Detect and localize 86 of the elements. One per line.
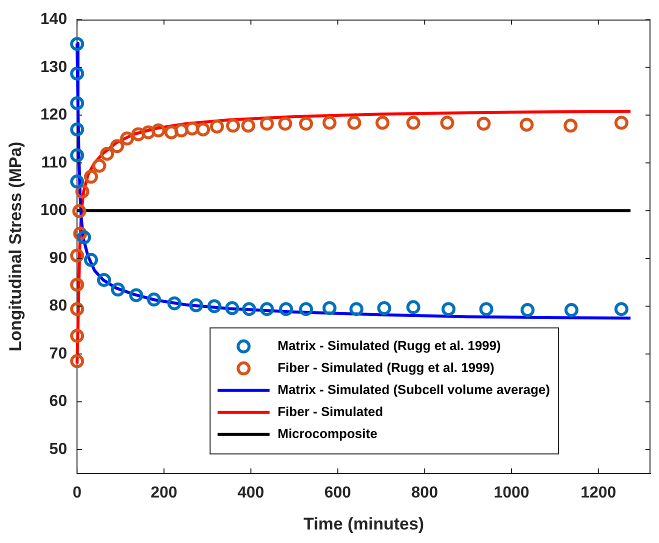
point (476, 116, 491, 131)
point (70, 96, 84, 110)
point (77, 230, 92, 244)
point (84, 170, 98, 184)
point (120, 132, 134, 146)
point (84, 252, 98, 267)
point (70, 278, 84, 292)
point (442, 302, 456, 316)
point (70, 354, 84, 368)
point (614, 302, 628, 316)
y-axis-title: Longitudinal Stress (MPa) (6, 142, 25, 352)
point (146, 292, 161, 307)
point (70, 248, 84, 263)
point (299, 116, 314, 131)
point (322, 116, 336, 130)
y-tick-label: 60 (49, 393, 68, 410)
point (279, 302, 294, 316)
legend-label: Fiber - Simulated (278, 404, 384, 419)
point (70, 36, 84, 51)
point (564, 118, 578, 133)
point (92, 158, 106, 173)
point (299, 302, 314, 316)
point (70, 122, 84, 136)
point (164, 125, 178, 140)
point (196, 122, 210, 136)
legend-label: Matrix - Simulated (Rugg et al. 1999) (278, 338, 501, 353)
point (242, 302, 256, 316)
point (226, 118, 240, 133)
x-tick-label: 600 (324, 484, 352, 502)
point (406, 300, 420, 314)
point (225, 301, 240, 316)
x-tick-label: 400 (238, 484, 264, 502)
y-tick-label: 140 (40, 11, 68, 28)
point (347, 116, 362, 130)
point (406, 116, 420, 130)
point (167, 296, 182, 310)
point (97, 272, 112, 287)
legend-label: Fiber - Simulated (Rugg et al. 1999) (278, 360, 494, 375)
x-axis-title: Time (minutes) (304, 514, 424, 534)
point (260, 302, 274, 316)
point (141, 125, 156, 140)
point (440, 116, 454, 130)
point (110, 282, 125, 296)
point (207, 299, 222, 314)
point (174, 123, 188, 138)
point (520, 303, 535, 318)
point (189, 298, 204, 312)
point (70, 302, 84, 316)
x-tick-label: 0 (72, 484, 82, 502)
x-tick-label: 1000 (494, 484, 530, 502)
y-tick-label: 90 (49, 250, 68, 267)
point (377, 301, 392, 316)
point (70, 328, 84, 343)
y-tick-label: 110 (41, 154, 68, 172)
y-tick-label: 120 (40, 106, 68, 124)
x-tick-label: 800 (411, 484, 438, 502)
point (479, 302, 494, 316)
y-tick-label: 50 (49, 440, 68, 458)
y-tick-label: 70 (49, 345, 68, 362)
y-tick-label: 80 (49, 298, 68, 315)
y-tick-label: 130 (40, 58, 68, 76)
point (110, 139, 124, 154)
y-tick-label: 100 (40, 202, 68, 220)
point (375, 116, 390, 130)
legend-label: Matrix - Simulated (Subcell volume average) (278, 382, 550, 397)
point (129, 288, 144, 302)
point (72, 204, 86, 218)
point (278, 116, 292, 131)
point (241, 118, 256, 133)
point (131, 127, 146, 142)
point (322, 301, 336, 316)
point (70, 174, 84, 189)
point (520, 118, 534, 132)
legend-label: Microcomposite (278, 426, 378, 441)
x-tick-label: 200 (150, 484, 178, 502)
point (70, 148, 84, 162)
point (614, 116, 628, 130)
point (260, 116, 274, 131)
point (210, 120, 224, 134)
x-tick-label: 1200 (580, 484, 616, 502)
point (151, 123, 166, 138)
point (70, 66, 84, 81)
point (564, 303, 578, 318)
point (349, 302, 364, 316)
point (100, 146, 114, 161)
point (185, 122, 200, 136)
